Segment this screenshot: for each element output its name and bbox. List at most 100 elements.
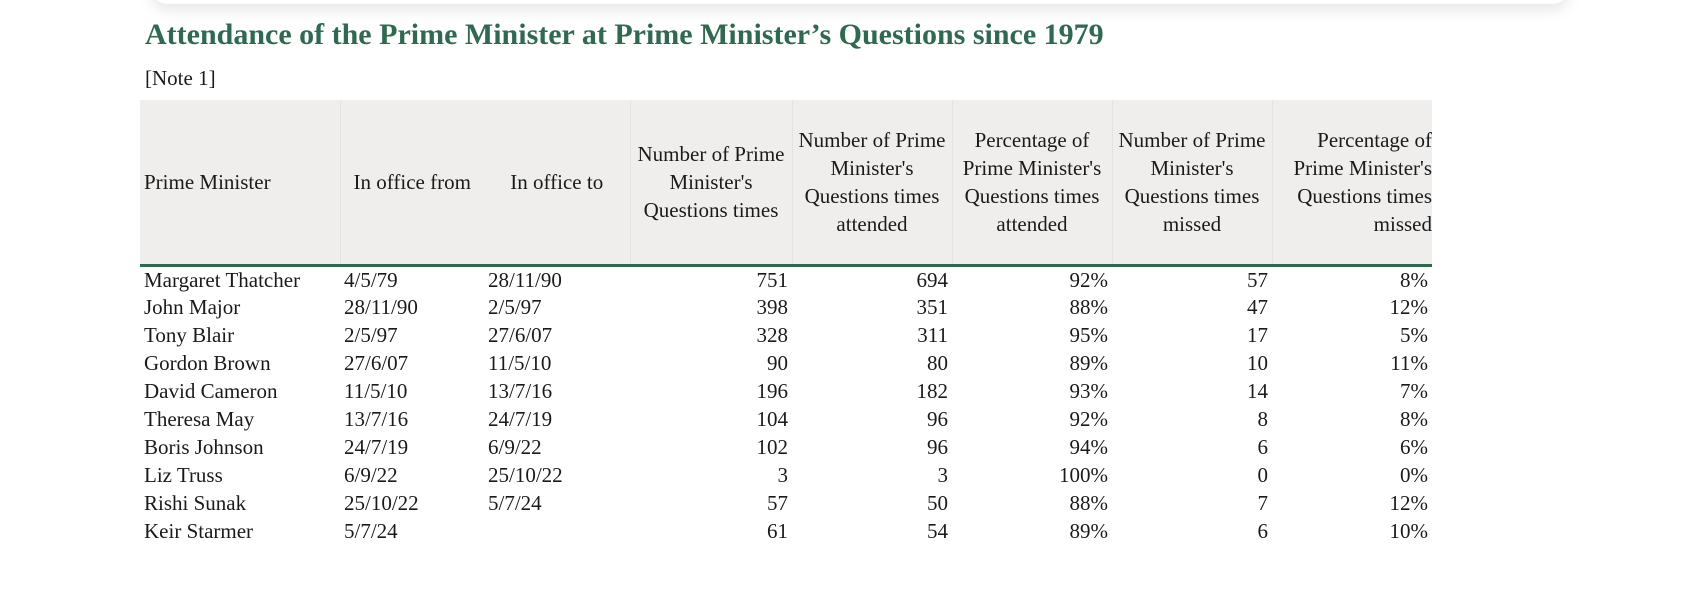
table-row: Boris Johnson 24/7/19 6/9/22 102 96 94% 6 6% [140,434,1432,462]
cell-percentage-attended: 88% [1069,295,1109,319]
cell-in-office-from: 25/10/22 [344,491,419,515]
cell-times-missed: 7 [1257,491,1269,515]
cell-in-office-from: 24/7/19 [344,435,409,459]
cell-percentage-attended: 93% [1069,379,1109,403]
cell-percentage-missed: 12% [1389,491,1429,515]
cell-times-attended: 694 [916,267,949,292]
cell-in-office-from: 27/6/07 [344,351,409,375]
cell-times-missed: 10 [1247,351,1268,375]
cell-percentage-attended: 89% [1069,351,1109,375]
cell-prime-minister: Keir Starmer [144,519,254,543]
cell-percentage-missed: 11% [1390,351,1428,375]
cell-pmq-times: 328 [756,323,789,347]
cell-percentage-attended: 88% [1069,491,1109,515]
cell-prime-minister: Tony Blair [144,323,235,347]
cell-in-office-to: 24/7/19 [488,407,553,431]
cell-prime-minister: Margaret Thatcher [144,267,301,292]
cell-in-office-from: 6/9/22 [344,463,398,487]
cell-times-missed: 8 [1257,407,1269,431]
table-header: Prime Minister In office from In office … [140,100,1432,267]
table-row: Margaret Thatcher 4/5/79 28/11/90 751 694 92%… [140,265,1432,294]
cell-times-attended: 54 [927,519,948,543]
cell-in-office-to [484,518,630,546]
cell-percentage-missed: 12% [1389,295,1429,319]
cell-times-attended: 50 [927,491,948,515]
column-header-prime-minister: Prime Minister [140,100,341,267]
cell-times-missed: 47 [1247,295,1268,319]
table-row: John Major 28/11/90 2/5/97 398 351 88% 47 12% [140,294,1432,322]
table-row: Theresa May 13/7/16 24/7/19 104 96 92% 8 8% [140,406,1432,434]
cell-in-office-to: 28/11/90 [488,267,562,292]
cell-in-office-to: 11/5/10 [488,351,552,375]
cell-pmq-times: 90 [767,351,788,375]
cell-times-missed: 17 [1247,323,1268,347]
cell-in-office-to: 13/7/16 [488,379,553,403]
cell-times-attended: 351 [916,295,949,319]
cell-percentage-missed: 10% [1389,519,1429,543]
cell-prime-minister: Boris Johnson [144,435,264,459]
cell-percentage-missed: 6% [1400,435,1428,459]
cell-percentage-attended: 94% [1069,435,1109,459]
cell-percentage-missed: 5% [1400,323,1428,347]
cell-in-office-to: 6/9/22 [488,435,542,459]
cell-pmq-times: 196 [756,379,789,403]
cell-percentage-missed: 8% [1400,407,1428,431]
cell-times-attended: 80 [927,351,948,375]
cell-in-office-to: 2/5/97 [488,295,542,319]
cell-times-missed: 57 [1247,267,1268,292]
cell-prime-minister: Liz Truss [144,463,223,487]
cell-in-office-to: 25/10/22 [488,463,563,487]
cell-in-office-from: 13/7/16 [344,407,409,431]
cell-in-office-from: 5/7/24 [344,519,398,543]
cell-times-missed: 6 [1257,519,1269,543]
cell-percentage-attended: 89% [1069,519,1109,543]
table-row: Keir Starmer 5/7/24 61 54 89% 6 10% [140,518,1432,546]
cell-times-attended: 3 [937,463,949,487]
table-body: Margaret Thatcher 4/5/79 28/11/90 751 694 92%… [140,265,1432,546]
cell-pmq-times: 104 [756,407,789,431]
page-title: Attendance of the Prime Minister at Prim… [145,18,1104,51]
top-edge-shadow [150,0,1570,4]
column-header-in-office-from: In office from [340,100,484,267]
cell-prime-minister: Rishi Sunak [144,491,247,515]
cell-percentage-attended: 92% [1069,407,1109,431]
cell-pmq-times: 751 [756,267,789,292]
cell-pmq-times: 3 [777,463,789,487]
cell-pmq-times: 398 [756,295,789,319]
table-row: Liz Truss 6/9/22 25/10/22 3 3 100% 0 0% [140,462,1432,490]
cell-pmq-times: 57 [767,491,788,515]
cell-in-office-from: 28/11/90 [344,295,418,319]
cell-percentage-missed: 8% [1400,267,1428,292]
column-header-percentage-attended: Percentage of Prime Minister's Questions… [952,100,1113,267]
cell-prime-minister: David Cameron [144,379,278,403]
cell-times-attended: 96 [927,407,948,431]
cell-times-missed: 0 [1257,463,1269,487]
attendance-table: Prime Minister In office from In office … [140,100,1432,546]
cell-prime-minister: Gordon Brown [144,351,271,375]
cell-percentage-missed: 7% [1400,379,1428,403]
column-header-times-missed: Number of Prime Minister's Questions tim… [1112,100,1273,267]
column-header-pmq-times: Number of Prime Minister's Questions tim… [630,100,793,267]
cell-percentage-missed: 0% [1400,463,1428,487]
cell-pmq-times: 61 [767,519,788,543]
cell-times-attended: 311 [917,323,948,347]
cell-times-missed: 14 [1247,379,1268,403]
cell-percentage-attended: 92% [1069,267,1109,292]
cell-in-office-from: 4/5/79 [344,267,398,292]
cell-percentage-attended: 100% [1059,463,1108,487]
table-row: David Cameron 11/5/10 13/7/16 196 182 93% 14 7% [140,378,1432,406]
cell-prime-minister: John Major [144,295,241,319]
table-row: Tony Blair 2/5/97 27/6/07 328 311 95% 17 5% [140,322,1432,350]
cell-times-attended: 182 [916,379,949,403]
note-reference: [Note 1] [145,66,216,90]
cell-times-missed: 6 [1257,435,1269,459]
cell-in-office-to: 5/7/24 [488,491,542,515]
header-row: Prime Minister In office from In office … [140,100,1432,267]
column-header-times-attended: Number of Prime Minister's Questions tim… [792,100,953,267]
cell-in-office-from: 2/5/97 [344,323,398,347]
cell-prime-minister: Theresa May [144,407,255,431]
column-header-percentage-missed: Percentage of Prime Minister's Questions… [1272,100,1432,267]
cell-pmq-times: 102 [756,435,789,459]
table-row: Rishi Sunak 25/10/22 5/7/24 57 50 88% 7 12% [140,490,1432,518]
cell-in-office-to: 27/6/07 [488,323,553,347]
